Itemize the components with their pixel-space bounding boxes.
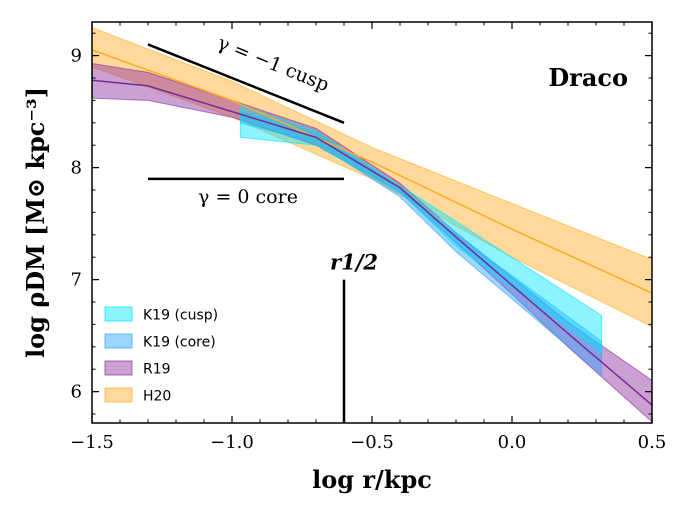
x-tick-label: −1.5	[70, 432, 114, 453]
band-k19-core	[239, 110, 603, 376]
legend-label-k19-cusp: K19 (cusp)	[143, 308, 218, 324]
cusp-reference-line	[147, 43, 345, 124]
x-tick-label: −1.0	[210, 432, 254, 453]
series-median-lines	[92, 49, 652, 406]
legend-label-k19-core: K19 (core)	[143, 335, 216, 351]
median-line-h20	[92, 49, 652, 294]
x-tick-label: −0.5	[350, 432, 394, 453]
legend-swatch-h20	[104, 387, 133, 403]
y-tick-label: 6	[71, 382, 82, 403]
median-line-r19	[92, 79, 652, 406]
legend: K19 (cusp) K19 (core) R19 H20	[104, 306, 218, 405]
legend-swatch-r19	[104, 360, 133, 376]
x-tick-label: 0.0	[498, 432, 527, 453]
y-tick-label: 7	[71, 270, 82, 291]
core-label: γ = 0 core	[198, 186, 298, 208]
x-tick-label: 0.5	[638, 432, 667, 453]
legend-label-r19: R19	[143, 362, 171, 378]
y-tick-label: 8	[71, 158, 82, 179]
series-bands	[92, 27, 652, 423]
legend-swatch-k19-core	[104, 333, 133, 349]
legend-swatch-k19-cusp	[104, 306, 133, 322]
y-tick-label: 9	[71, 46, 82, 67]
y-axis-ticks: 6 7 8 9	[71, 32, 652, 415]
band-k19-cusp	[239, 104, 603, 354]
x-axis-label: log r/kpc	[312, 465, 432, 494]
legend-label-h20: H20	[143, 389, 171, 405]
y-axis-label: log ρDM [M⊙ kpc⁻³]	[21, 87, 50, 358]
chart-title: Draco	[548, 63, 628, 92]
half-light-radius-label: r1/2	[330, 250, 378, 275]
x-axis-ticks: −1.5 −1.0 −0.5 0.0 0.5	[70, 22, 666, 453]
band-r19	[92, 62, 652, 423]
